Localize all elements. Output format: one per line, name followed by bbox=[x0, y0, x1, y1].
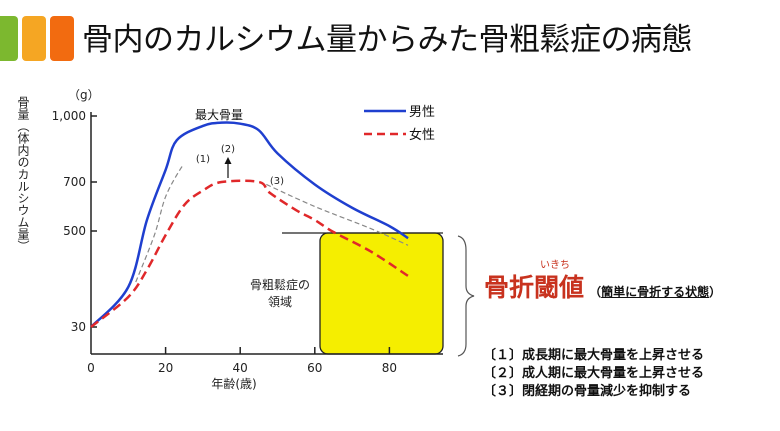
accent-bar-dark-orange bbox=[50, 16, 74, 61]
scenario-1-line bbox=[135, 164, 185, 283]
scenario-3-line bbox=[266, 183, 409, 246]
open-paren: （ bbox=[589, 285, 602, 299]
arrow-head-icon bbox=[224, 157, 232, 164]
accent-bar-orange bbox=[22, 16, 46, 61]
scenario-1-label: (1) bbox=[196, 154, 210, 165]
female-series-line bbox=[90, 179, 409, 328]
y-tick-label: 1,000 bbox=[52, 109, 86, 123]
accent-bar-green bbox=[0, 16, 18, 61]
x-axis-label: 年齢(歳) bbox=[211, 376, 256, 391]
y-tick-label: 700 bbox=[63, 175, 86, 189]
scenario-3-label: (3) bbox=[270, 176, 284, 187]
scenario-2-label: (2) bbox=[221, 144, 235, 155]
note-1: 〔１〕成長期に最大骨量を上昇させる bbox=[483, 348, 705, 363]
x-tick-label: 40 bbox=[233, 361, 248, 375]
region-label-line1: 骨粗鬆症の bbox=[250, 277, 310, 292]
threshold-ruby: いきち bbox=[540, 260, 570, 271]
legend-female-label: 女性 bbox=[409, 127, 435, 143]
slide-title: 骨内のカルシウム量からみた骨粗鬆症の病態 bbox=[82, 22, 693, 58]
region-label-line2: 領域 bbox=[268, 294, 292, 309]
x-tick-label: 0 bbox=[87, 361, 95, 375]
osteoporosis-region bbox=[319, 232, 444, 355]
close-paren: ） bbox=[709, 285, 722, 299]
peak-label: 最大骨量 bbox=[195, 108, 243, 122]
brace-icon bbox=[457, 235, 475, 357]
y-unit: （g） bbox=[68, 88, 100, 102]
threshold-description: （簡単に骨折する状態） bbox=[589, 285, 721, 299]
x-tick-label: 60 bbox=[307, 361, 322, 375]
note-3: 〔３〕閉経期の骨量減少を抑制する bbox=[483, 384, 692, 399]
x-tick-label: 80 bbox=[382, 361, 397, 375]
y-tick-label: 30 bbox=[71, 320, 86, 334]
legend-male-label: 男性 bbox=[409, 105, 435, 120]
fracture-threshold: いきち 骨折閾値 （簡単に骨折する状態） bbox=[484, 260, 721, 304]
x-tick-label: 20 bbox=[158, 361, 173, 375]
y-tick-label: 500 bbox=[63, 224, 86, 238]
threshold-label: 骨折閾値 bbox=[484, 273, 585, 302]
male-series-line bbox=[90, 121, 409, 328]
threshold-description-text: 簡単に骨折する状態 bbox=[601, 285, 710, 299]
note-2: 〔２〕成人期に最大骨量を上昇させる bbox=[483, 366, 705, 381]
y-axis-label: 骨量（体内のカルシウム量） bbox=[16, 96, 30, 252]
